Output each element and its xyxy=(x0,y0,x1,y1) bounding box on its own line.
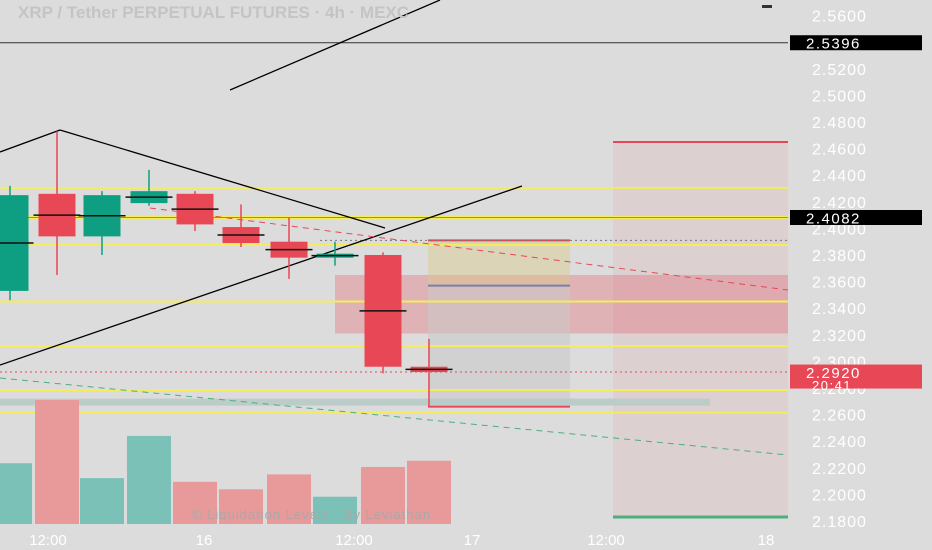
x-tick-label: 12:00 xyxy=(29,532,67,549)
price-tag-label: 2.5396 xyxy=(806,36,861,53)
y-tick-label: 2.3600 xyxy=(812,275,867,292)
candles[interactable] xyxy=(0,131,453,407)
x-tick-label: 12:00 xyxy=(335,532,373,549)
volume-bar xyxy=(127,435,171,524)
y-tick-label: 2.1800 xyxy=(812,514,867,531)
volume-bar xyxy=(80,478,124,524)
y-tick-label: 2.5000 xyxy=(812,88,867,105)
volume-bar xyxy=(407,460,451,524)
level-lines xyxy=(0,42,788,414)
time-axis: 12:00 16 12:00 17 12:00 18 xyxy=(29,532,774,549)
y-tick-label: 2.3800 xyxy=(812,248,867,265)
y-tick-label: 2.5600 xyxy=(812,9,867,26)
y-tick-label: 2.2000 xyxy=(812,487,867,504)
support-band xyxy=(0,398,710,406)
x-tick-label: 18 xyxy=(758,532,775,549)
y-tick-label: 2.4000 xyxy=(812,221,867,238)
price-tag-label: 2.2920 xyxy=(806,365,861,382)
price-tag xyxy=(790,209,922,225)
trend-line xyxy=(59,129,386,229)
x-tick-label: 12:00 xyxy=(587,532,625,549)
zones xyxy=(0,140,788,519)
volume-bar xyxy=(313,496,357,524)
y-tick-label: 2.3200 xyxy=(812,328,867,345)
volume-bar xyxy=(35,400,79,524)
chart-title: XRP / Tether PERPETUAL FUTURES · 4h · ME… xyxy=(18,3,409,22)
y-tick-label: 2.4400 xyxy=(812,168,867,185)
trend-line xyxy=(0,185,523,366)
menu-icon[interactable]: ▬ xyxy=(762,0,772,11)
price-tag xyxy=(790,35,922,51)
y-tick-label: 2.2400 xyxy=(812,434,867,451)
y-tick-label: 2.4800 xyxy=(812,115,867,132)
trend-lines xyxy=(0,0,789,456)
price-tag xyxy=(790,364,922,389)
price-tag-countdown: 20:41 xyxy=(812,378,852,393)
y-tick-label: 2.2200 xyxy=(812,461,867,478)
volume-bar xyxy=(0,463,32,524)
trend-line xyxy=(0,129,61,153)
position-target-zone xyxy=(428,240,570,286)
y-tick-label: 2.4600 xyxy=(812,142,867,159)
y-tick-label: 2.3400 xyxy=(812,301,867,318)
volume-bars xyxy=(0,400,451,524)
y-tick-label: 2.5200 xyxy=(812,62,867,79)
x-tick-label: 17 xyxy=(464,532,481,549)
y-tick-label: 2.4200 xyxy=(812,195,867,212)
projection-zone xyxy=(613,141,788,518)
watermark: © Liquidation Levels - By Leviathan xyxy=(192,507,431,522)
volume-bar xyxy=(173,481,217,524)
trend-line xyxy=(229,0,441,91)
volume-bar xyxy=(219,489,263,524)
volume-bar xyxy=(361,466,405,524)
x-tick-label: 16 xyxy=(196,532,213,549)
price-tag-label: 2.4082 xyxy=(806,210,861,227)
dashed-trend-line xyxy=(149,207,789,291)
y-tick-label: 2.2600 xyxy=(812,408,867,425)
price-axis: 2.5600 2.5200 2.5000 2.4800 2.4600 2.4400 2.42… xyxy=(812,9,867,531)
volume-bar xyxy=(267,474,311,524)
